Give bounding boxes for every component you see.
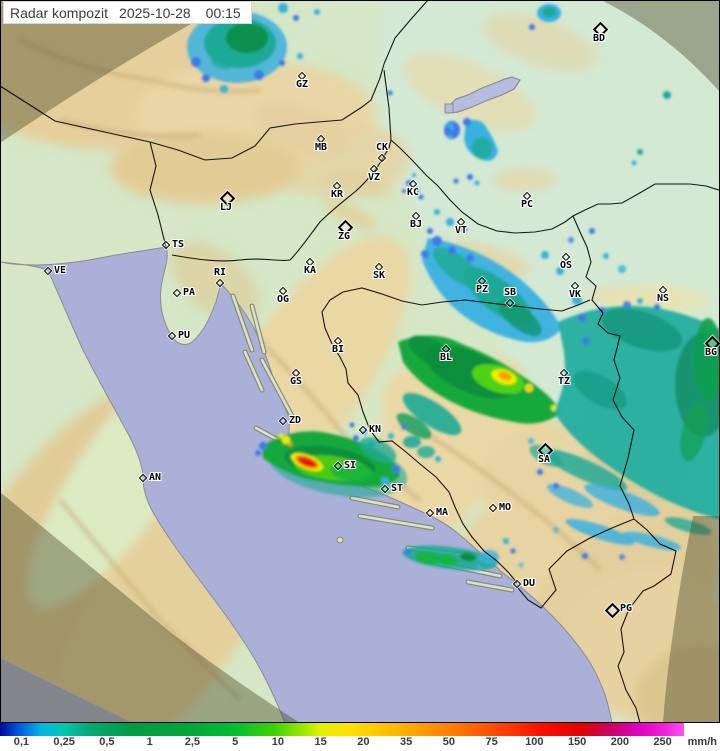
legend-tick: 200 (610, 736, 630, 748)
legend-tick: 0,1 (13, 736, 30, 748)
title-bar: Radar kompozit 2025-10-28 00:15 (3, 1, 252, 24)
lake-balaton-tip (444, 103, 454, 114)
map-time: 00:15 (205, 4, 241, 21)
legend-tick: 1 (146, 736, 153, 748)
legend-unit: mm/h (687, 736, 717, 748)
map-title: Radar kompozit (10, 4, 109, 21)
map-date: 2025-10-28 (119, 4, 191, 21)
legend-labels: 0,1 0,25 0,5 1 2,5 5 10 15 20 35 50 75 1… (0, 736, 720, 751)
legend-tick: 100 (525, 736, 544, 748)
legend-tick: 250 (653, 736, 672, 748)
legend-tick: 2,5 (184, 736, 201, 748)
legend-tick: 35 (400, 736, 413, 748)
legend-tick: 10 (271, 736, 284, 748)
borders-layer (0, 0, 720, 723)
radar-echoes-layer (187, 3, 720, 571)
legend-tick: 0,25 (53, 736, 75, 748)
radar-map (0, 0, 720, 723)
sea-tyrrhenian (0, 658, 132, 723)
legend-tick: 75 (485, 736, 498, 748)
legend-tick: 150 (567, 736, 587, 748)
lake-balaton (448, 76, 521, 114)
legend-tick: 50 (442, 736, 455, 748)
legend: 0,1 0,25 0,5 1 2,5 5 10 15 20 35 50 75 1… (0, 723, 720, 751)
legend-tick: 0,5 (99, 736, 115, 748)
legend-tick: 5 (232, 736, 239, 748)
legend-tick: 20 (357, 736, 370, 748)
legend-colorbar (0, 723, 684, 736)
coverage-mask-layer (0, 0, 720, 723)
legend-tick: 15 (314, 736, 327, 748)
